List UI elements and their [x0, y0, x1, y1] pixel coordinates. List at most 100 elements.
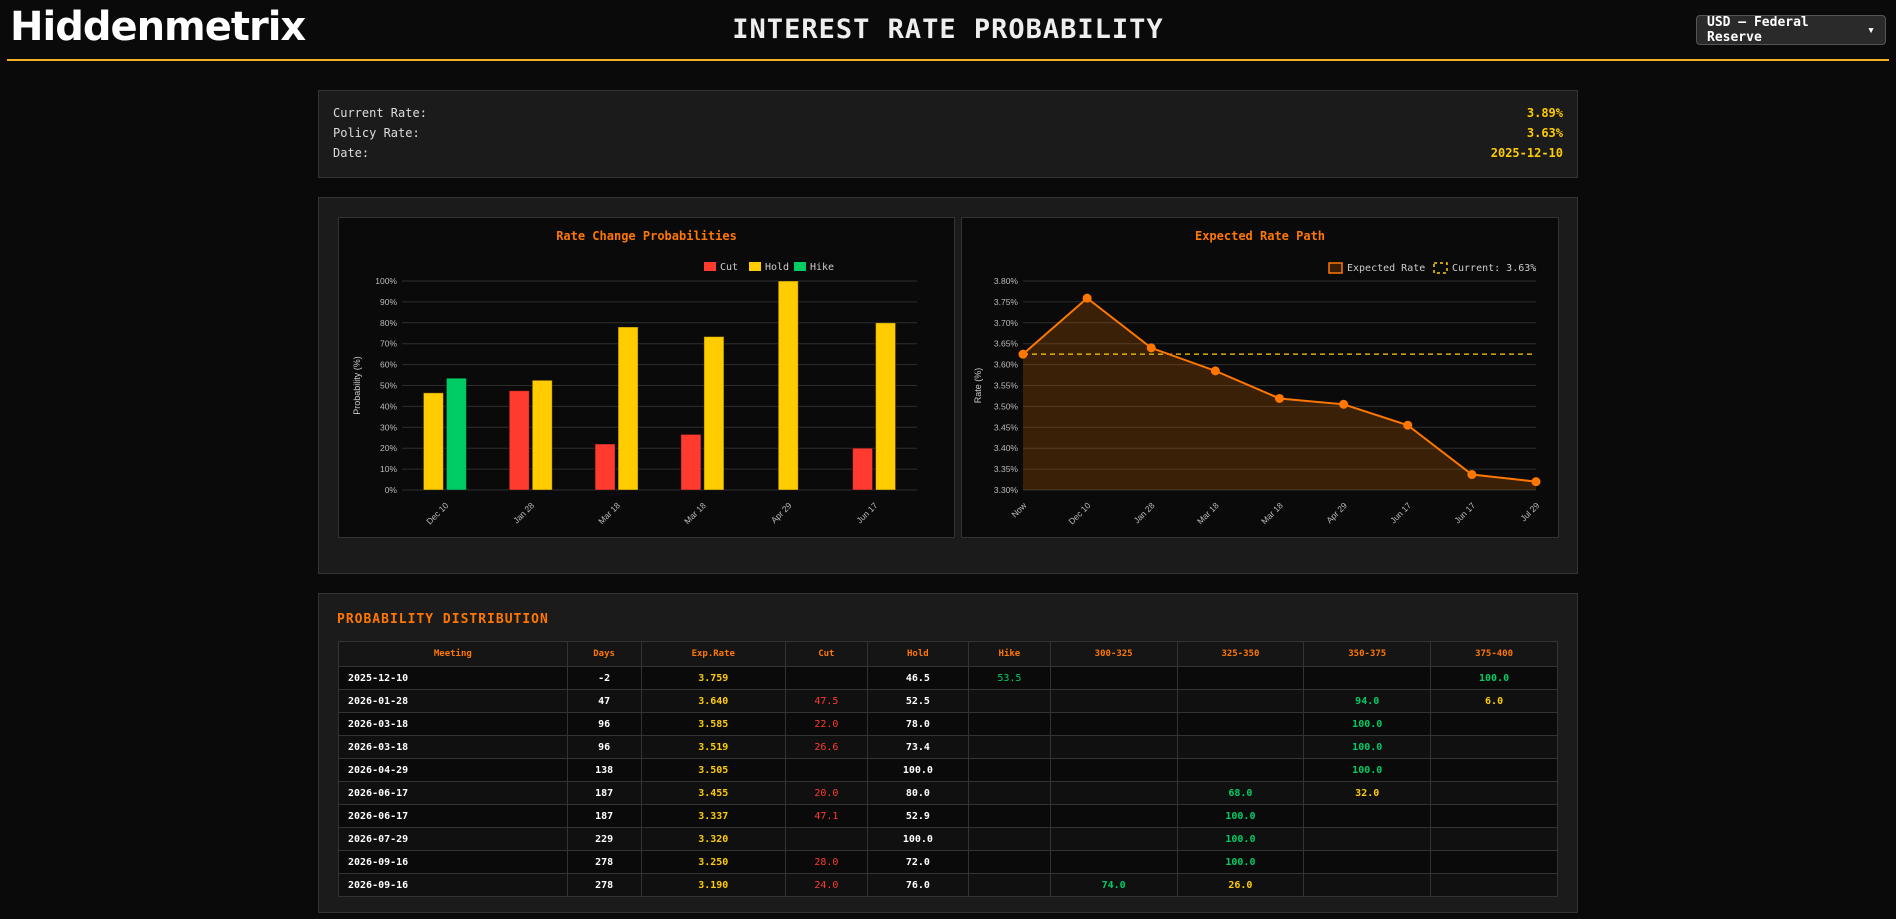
x-tick-label: Mar 18	[682, 500, 708, 526]
y-axis-label: Rate (%)	[973, 368, 983, 404]
table-cell: 187	[566, 804, 642, 828]
y-tick-label: 3.65%	[994, 339, 1019, 349]
column-header[interactable]: 325-350	[1176, 641, 1305, 667]
table-cell: 100.0	[1303, 712, 1432, 736]
table-cell: 2026-03-18	[338, 712, 568, 736]
table-cell	[1430, 850, 1558, 874]
table-row: 2026-07-29 229 3.320 100.0 100.0	[338, 827, 1558, 851]
table-cell	[1049, 689, 1178, 713]
table-cell	[968, 827, 1051, 851]
y-tick-label: 70%	[380, 339, 397, 349]
table-cell: 2025-12-10	[338, 666, 568, 690]
bar-chart: Rate Change Probabilities 0% 10% 20% 30% 40% 5…	[352, 229, 917, 526]
table-cell: 2026-04-29	[338, 758, 568, 782]
column-header[interactable]: 375-400	[1430, 641, 1558, 667]
y-tick-label: 3.40%	[994, 443, 1019, 453]
y-tick-label: 90%	[380, 297, 397, 307]
table-cell	[1176, 735, 1305, 759]
probability-distribution-panel: PROBABILITY DISTRIBUTION Meeting Days Exp.…	[318, 593, 1578, 913]
table-cell: 100.0	[1176, 804, 1305, 828]
label: Policy Rate:	[333, 126, 420, 140]
data-point	[1275, 393, 1284, 403]
column-header[interactable]: Days	[566, 641, 642, 667]
data-point	[1339, 399, 1349, 409]
table-cell: 3.337	[640, 804, 787, 828]
table-cell: 53.5	[968, 666, 1051, 690]
chart-title: Expected Rate Path	[1195, 229, 1325, 243]
table-row: 2025-12-10 -2 3.759 46.5 53.5 100.0	[338, 666, 1558, 690]
y-axis-label: Probability (%)	[352, 356, 362, 415]
info-date: Date: 2025-12-10	[333, 143, 1563, 163]
central-bank-select[interactable]: USD – Federal Reserve ▾	[1696, 15, 1886, 45]
y-tick-label: 20%	[380, 443, 397, 453]
table-cell	[1430, 781, 1558, 805]
table-cell: 100.0	[866, 827, 970, 851]
legend-label: Expected Rate	[1347, 263, 1425, 274]
column-header[interactable]: Hike	[968, 641, 1051, 667]
y-tick-label: 3.60%	[994, 360, 1019, 370]
table-cell: 2026-07-29	[338, 827, 568, 851]
bar-cut	[508, 390, 530, 491]
table-cell: 2026-01-28	[338, 689, 568, 713]
section-title: PROBABILITY DISTRIBUTION	[337, 612, 549, 627]
x-tick-label: Jul 29	[1518, 500, 1541, 523]
table-cell	[1303, 666, 1432, 690]
value: 3.89%	[1526, 106, 1563, 120]
table-cell: 24.0	[785, 873, 868, 897]
table-cell	[1430, 712, 1558, 736]
table-cell	[968, 873, 1051, 897]
y-tick-label: 3.35%	[994, 464, 1019, 474]
column-header[interactable]: 350-375	[1303, 641, 1432, 667]
table-cell: 100.0	[1176, 850, 1305, 874]
column-header[interactable]: Meeting	[338, 641, 568, 667]
legend-swatch-hike	[794, 262, 806, 271]
table-cell	[1430, 804, 1558, 828]
table-cell: 100.0	[1303, 758, 1432, 782]
y-tick-label: 3.50%	[994, 401, 1019, 411]
table-cell	[785, 758, 868, 782]
table-cell: 3.640	[640, 689, 787, 713]
table-row: 2026-09-16 278 3.250 28.0 72.0 100.0	[338, 850, 1558, 874]
table-cell: 78.0	[866, 712, 970, 736]
table-cell: 6.0	[1430, 689, 1558, 713]
logo[interactable]: Hiddenmetrix	[10, 4, 306, 50]
chevron-down-icon: ▾	[1867, 22, 1875, 38]
data-point	[1082, 293, 1092, 303]
table-cell	[1430, 873, 1558, 897]
y-tick-label: 3.30%	[994, 485, 1019, 495]
x-tick-label: Jun 17	[854, 500, 879, 525]
table-cell: 94.0	[1303, 689, 1432, 713]
y-tick-label: 3.70%	[994, 318, 1019, 328]
table-cell	[1176, 758, 1305, 782]
y-tick-label: 10%	[380, 464, 397, 474]
table-cell: 73.4	[866, 735, 970, 759]
y-tick-label: 50%	[380, 381, 397, 391]
column-header[interactable]: Cut	[785, 641, 868, 667]
y-tick-label: 3.55%	[994, 381, 1019, 391]
data-point	[1467, 470, 1477, 480]
bar-hold	[875, 322, 897, 491]
area-fill	[1023, 298, 1536, 490]
table-cell: 100.0	[866, 758, 970, 782]
column-header[interactable]: Exp.Rate	[640, 641, 787, 667]
table-row: 2026-03-18 96 3.519 26.6 73.4 100.0	[338, 735, 1558, 759]
legend-swatch-hold	[749, 262, 761, 271]
legend-swatch-current	[1433, 262, 1448, 274]
rate-change-chart: Rate Change Probabilities 0% 10% 20% 30% 40% 5…	[338, 217, 955, 538]
line-chart: Expected Rate Path 3.30% 3.35% 3.40% 3.45% 3.…	[973, 229, 1542, 526]
bar-cut	[852, 447, 874, 491]
table-cell: 100.0	[1176, 827, 1305, 851]
table-cell: 52.9	[866, 804, 970, 828]
table-cell	[1049, 666, 1178, 690]
table-cell: 76.0	[866, 873, 970, 897]
table-cell: 278	[566, 850, 642, 874]
column-header[interactable]: Hold	[866, 641, 970, 667]
table-row: 2026-03-18 96 3.585 22.0 78.0 100.0	[338, 712, 1558, 736]
x-tick-label: Apr 29	[769, 500, 794, 525]
label: Date:	[333, 146, 370, 160]
page-title: INTEREST RATE PROBABILITY	[732, 14, 1164, 45]
table-cell: 138	[566, 758, 642, 782]
bar-cut	[594, 443, 616, 491]
column-header[interactable]: 300-325	[1049, 641, 1178, 667]
bar-cut	[680, 433, 702, 491]
